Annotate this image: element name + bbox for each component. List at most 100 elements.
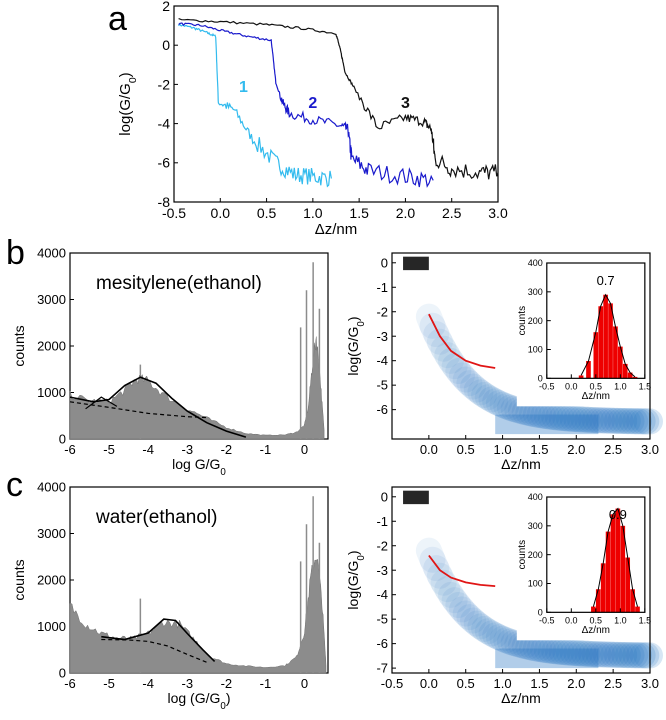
density-band-b-density xyxy=(437,347,468,380)
density-band-b-density xyxy=(434,342,464,374)
density-band-b-density xyxy=(423,321,453,355)
y-tick-label-c-hist: 1000 xyxy=(37,619,66,634)
plot-frame-a xyxy=(173,5,499,203)
axes-c-hist: -6 -5 -4 -3 -2 -1 0 0 1000 2000 3000 4000 log (G/G0)… xyxy=(11,480,329,711)
inset-bar-c-density xyxy=(630,589,635,613)
x-tick-label-c-density: 1.5 xyxy=(530,676,548,691)
density-band-c-density xyxy=(515,633,546,661)
sample-label-b-hist: mesitylene(ethanol) xyxy=(96,273,262,294)
density-band-b-density xyxy=(474,384,505,413)
density-band-b-density xyxy=(526,401,557,429)
x-axis-label-a: Δz/nm xyxy=(315,221,358,238)
density-band-c-density xyxy=(478,620,509,649)
x-tick-label-b-hist: -2 xyxy=(221,442,233,457)
x-tick-label-b-density: 1.5 xyxy=(530,442,548,457)
x-axis-label-c-density-inset: Δz/nm xyxy=(582,625,610,636)
axes-b-density: 0.0 0.5 1.0 1.5 2.0 2.5 3.0 -6 -5 -4 -3 -2 -1 0 Δz/nm l… xyxy=(345,252,659,472)
density-band-b-density xyxy=(519,400,549,428)
y-tick-label-b-density: -6 xyxy=(376,402,388,417)
density-band-c-density xyxy=(526,635,557,663)
density-band-b-density xyxy=(530,402,560,430)
y-axis-label-a: log(G/G0) xyxy=(117,72,139,135)
inset-bar-c-density xyxy=(620,525,626,613)
histogram-b-hist: mesitylene(ethanol) xyxy=(69,262,325,440)
y-tick-label-b-hist: 0 xyxy=(59,432,66,447)
y-tick-label-c-density-inset: 300 xyxy=(528,521,543,531)
density-band-b-density xyxy=(463,376,494,406)
x-tick-label-b-hist: 0 xyxy=(301,442,308,457)
y-tick-label-b-hist: 2000 xyxy=(37,339,66,354)
inset-bg-b-density xyxy=(516,257,649,407)
inset-bar-b-density xyxy=(586,361,591,379)
x-tick-label-c-density: 0.0 xyxy=(420,676,438,691)
density-band-c-density xyxy=(467,613,498,642)
density-band-c-density xyxy=(500,629,531,657)
x-tick-label-c-density: 2.5 xyxy=(604,676,622,691)
density-band-c-density xyxy=(460,607,490,637)
x-tick-label-c-density: 2.0 xyxy=(567,676,585,691)
axes-c-density: -0.5 0.0 0.5 1.0 1.5 2.0 2.5 3.0 -7 -6 -5 -4 -3 -2 -1 0… xyxy=(345,486,659,706)
y-axis-label-c-density: log(G/G0) xyxy=(345,550,367,609)
y-axis-label-b-density-inset: counts xyxy=(517,306,528,335)
density-band-b-density xyxy=(460,373,490,403)
y-tick-label-a: 2 xyxy=(162,0,170,14)
x-tick-label-a: 2.5 xyxy=(442,205,462,221)
x-tick-label-b-density-inset: 1.0 xyxy=(614,381,627,391)
inset-fit-c-density xyxy=(592,507,638,607)
y-tick-label-b-density: -5 xyxy=(376,378,388,393)
x-tick-label-b-density-inset: 0.0 xyxy=(565,381,578,391)
x-tick-label-b-hist: -1 xyxy=(260,442,272,457)
x-tick-label-c-hist: -2 xyxy=(221,676,233,691)
axes-b-density-inset: -0.5 0.0 0.5 1.0 1.5 0 100 200 300 400 Δz/nm counts xyxy=(517,258,651,402)
axes-c-density-inset: -0.5 0.0 0.5 1.0 1.5 0 100 200 300 400 Δz/nm counts xyxy=(517,492,651,636)
fit-curve-c-hist xyxy=(101,618,216,662)
y-tick-label-b-hist: 4000 xyxy=(37,246,66,261)
density-band-b-density xyxy=(426,328,457,362)
y-tick-label-c-density: -3 xyxy=(376,563,388,578)
x-tick-label-b-hist: -4 xyxy=(142,442,154,457)
density-band-c-density xyxy=(508,632,538,659)
y-axis-label-c-hist: counts xyxy=(11,559,27,600)
x-tick-label-b-density: 2.5 xyxy=(604,442,622,457)
density-band-b-density xyxy=(508,398,538,425)
inset-bar-b-density xyxy=(578,375,584,379)
x-tick-label-b-density: 1.0 xyxy=(494,442,512,457)
y-tick-label-a: -2 xyxy=(158,76,171,92)
density-band-b-density xyxy=(500,395,531,423)
y-tick-label-c-density: -7 xyxy=(376,661,388,676)
y-tick-label-b-density-inset: 300 xyxy=(528,287,543,297)
x-tick-label-c-hist: -6 xyxy=(64,676,76,691)
density-band-c-density xyxy=(519,634,549,662)
y-tick-label-b-density-inset: 100 xyxy=(528,345,543,355)
density-band-b-density xyxy=(456,370,487,400)
y-axis-label-b-hist: counts xyxy=(11,325,27,366)
x-tick-label-c-density-inset: 0.5 xyxy=(590,615,603,625)
density-c-density: 0.9 xyxy=(403,490,663,669)
y-tick-label-c-density-inset: 400 xyxy=(528,492,543,502)
density-band-c-density xyxy=(452,600,483,631)
density-band-b-density xyxy=(471,381,501,411)
density-band-b-density xyxy=(489,391,520,420)
x-tick-label-c-density-inset: 0.0 xyxy=(565,615,578,625)
density-band-c-density xyxy=(423,555,453,589)
mean-curve-c-density xyxy=(428,554,496,587)
y-axis-label-b-density: log(G/G0) xyxy=(345,316,367,375)
inset-peak-label-b-density: 0.7 xyxy=(597,273,615,288)
density-band-c-density xyxy=(485,624,516,652)
x-tick-label-c-density: -0.5 xyxy=(381,676,403,691)
x-tick-label-c-hist: -1 xyxy=(260,676,272,691)
x-tick-label-c-density-inset: 1.5 xyxy=(639,615,652,625)
density-band-b-density xyxy=(496,394,527,422)
density-band-b-density xyxy=(511,398,542,426)
density-band-c-density xyxy=(456,604,487,634)
y-tick-label-b-density: -2 xyxy=(376,304,388,319)
x-axis-label-b-hist: log G/G0 xyxy=(172,456,226,478)
density-band-c-density xyxy=(504,630,534,659)
y-tick-label-a: 0 xyxy=(162,37,170,53)
inset-bar-b-density xyxy=(598,306,604,379)
density-contact-b-density xyxy=(403,256,429,271)
y-tick-label-a: -6 xyxy=(158,155,171,171)
y-tick-label-c-hist: 3000 xyxy=(37,526,66,541)
density-band-c-density xyxy=(426,562,457,596)
